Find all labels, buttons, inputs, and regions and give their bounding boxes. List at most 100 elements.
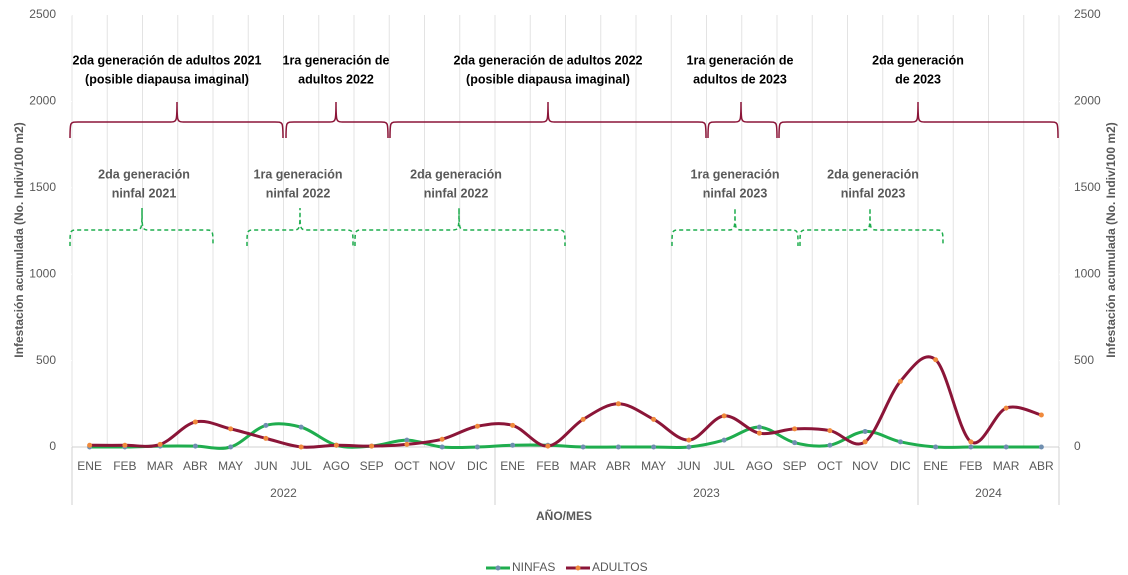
- x-tick-label: ABR: [183, 459, 208, 473]
- x-tick-label: MAR: [570, 459, 597, 473]
- x-tick-label: AGO: [323, 459, 350, 473]
- y-axis-label: Infestación acumulada (No. Indiv/100 m2): [12, 122, 26, 357]
- annotation-text: ninfal 2022: [424, 186, 489, 200]
- x-tick-label: ABR: [1029, 459, 1054, 473]
- annotation-brace: [354, 207, 566, 247]
- series-marker: [615, 401, 621, 407]
- series-marker: [686, 437, 692, 443]
- y-tick-label: 1000: [29, 266, 56, 280]
- x-group-label: 2023: [693, 486, 720, 500]
- y2-tick-label: 1500: [1074, 180, 1101, 194]
- series-line: [89, 422, 1042, 450]
- series-marker: [792, 440, 798, 446]
- x-tick-label: FEB: [959, 459, 982, 473]
- annotation-text: ninfal 2022: [266, 186, 331, 200]
- series-marker: [298, 424, 304, 430]
- series-marker: [827, 442, 833, 448]
- series-marker: [510, 422, 516, 428]
- series-marker: [157, 441, 163, 447]
- series-marker: [651, 416, 657, 422]
- series-marker: [721, 413, 727, 419]
- y2-tick-label: 2500: [1074, 7, 1101, 21]
- series-marker: [474, 423, 480, 429]
- series-marker: [510, 442, 516, 448]
- annotation-brace: [799, 207, 944, 247]
- x-tick-label: ENE: [923, 459, 948, 473]
- annotation-text: adultos de 2023: [693, 72, 787, 86]
- annotation-brace: [69, 101, 284, 139]
- annotation-text: (posible diapausa imaginal): [466, 72, 630, 86]
- series-marker: [228, 426, 234, 432]
- x-tick-label: ENE: [77, 459, 102, 473]
- y-tick-label: 2500: [29, 7, 56, 21]
- annotation-brace: [246, 207, 354, 247]
- series-marker: [827, 428, 833, 434]
- series-marker: [192, 419, 198, 425]
- annotation-brace: [707, 101, 778, 139]
- x-tick-label: JUN: [677, 459, 700, 473]
- annotation-brace: [671, 207, 799, 247]
- series-marker: [263, 435, 269, 441]
- series-marker: [439, 444, 445, 450]
- x-group-label: 2024: [975, 486, 1002, 500]
- series-marker: [756, 424, 762, 430]
- x-tick-label: ENE: [500, 459, 525, 473]
- series-marker: [474, 444, 480, 450]
- series-marker: [721, 437, 727, 443]
- series-marker: [1003, 405, 1009, 411]
- x-tick-label: JUN: [254, 459, 277, 473]
- x-tick-label: JUL: [290, 459, 312, 473]
- series-marker: [298, 444, 304, 450]
- annotation-text: (posible diapausa imaginal): [85, 72, 249, 86]
- series-marker: [87, 442, 93, 448]
- legend-label: NINFAS: [512, 560, 555, 574]
- x-tick-label: MAY: [641, 459, 666, 473]
- x-axis-label: AÑO/MES: [536, 508, 592, 523]
- x-tick-label: FEB: [536, 459, 559, 473]
- series-marker: [580, 416, 586, 422]
- series-marker: [333, 442, 339, 448]
- annotation-text: ninfal 2023: [841, 186, 906, 200]
- series-marker: [228, 444, 234, 450]
- series-marker: [1038, 412, 1044, 418]
- series-marker: [192, 443, 198, 449]
- series-line: [89, 355, 1042, 449]
- series-marker: [897, 439, 903, 445]
- series-marker: [615, 444, 621, 450]
- annotation-text: 2da generación: [98, 167, 190, 181]
- x-tick-label: NOV: [852, 459, 878, 473]
- legend-label: ADULTOS: [592, 560, 648, 574]
- annotation-brace: [285, 101, 389, 139]
- x-tick-label: JUL: [713, 459, 735, 473]
- series-marker: [862, 439, 868, 445]
- series-marker: [1038, 444, 1044, 450]
- x-group-label: 2022: [270, 486, 297, 500]
- annotation-brace: [69, 207, 214, 247]
- series-marker: [263, 422, 269, 428]
- x-tick-label: DIC: [890, 459, 911, 473]
- series-marker: [545, 443, 551, 449]
- x-tick-label: NOV: [429, 459, 455, 473]
- y2-tick-label: 1000: [1074, 266, 1101, 280]
- series-marker: [404, 441, 410, 447]
- x-tick-label: FEB: [113, 459, 136, 473]
- series-marker: [1003, 444, 1009, 450]
- series-marker: [122, 442, 128, 448]
- annotation-text: 2da generación: [827, 167, 919, 181]
- series-marker: [439, 436, 445, 442]
- x-tick-label: MAY: [218, 459, 243, 473]
- annotation-text: ninfal 2023: [703, 186, 768, 200]
- x-tick-label: MAR: [993, 459, 1020, 473]
- x-tick-label: OCT: [817, 459, 843, 473]
- series-marker: [369, 443, 375, 449]
- x-tick-label: DIC: [467, 459, 488, 473]
- series-marker: [580, 444, 586, 450]
- y-tick-label: 2000: [29, 94, 56, 108]
- annotation-brace: [778, 101, 1059, 139]
- annotation-text: 1ra generación de: [283, 53, 390, 67]
- y-tick-label: 500: [36, 353, 56, 367]
- annotation-text: 1ra generación: [691, 167, 780, 181]
- series-marker: [404, 437, 410, 443]
- x-tick-label: OCT: [394, 459, 420, 473]
